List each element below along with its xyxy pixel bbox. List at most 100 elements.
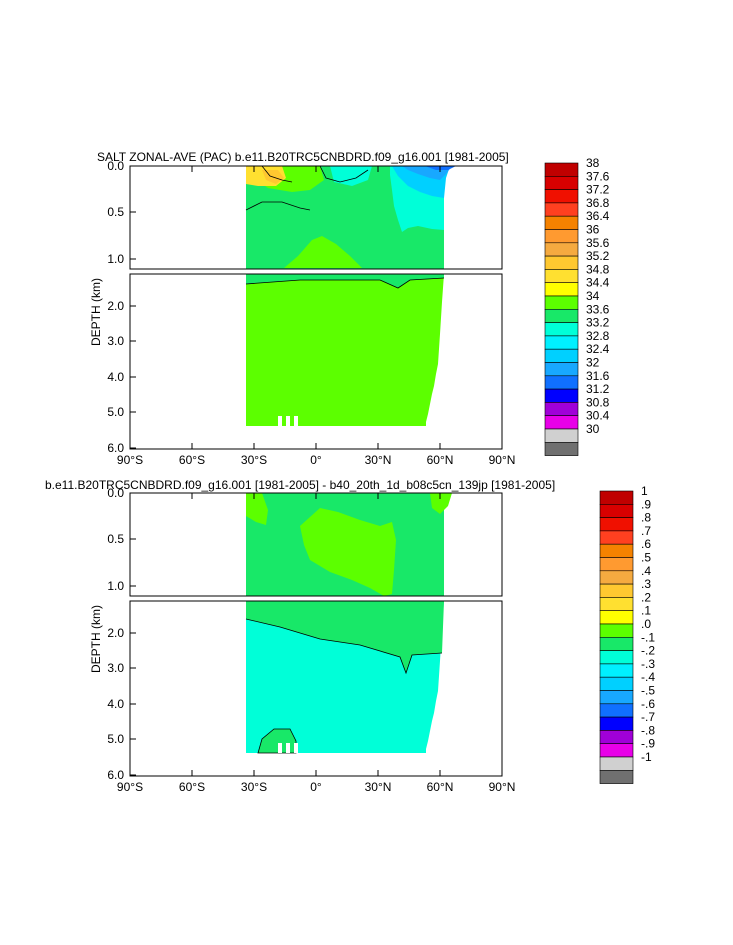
- y-tick-label: 0.0: [107, 159, 124, 173]
- panel2-x-ticks: 90°S 60°S 30°S 0° 30°N 60°N 90°N: [117, 493, 515, 794]
- x-tick-label: 90°N: [489, 780, 516, 794]
- colorbar-swatch: [599, 716, 634, 731]
- colorbar-label: 33.6: [586, 302, 610, 316]
- x-tick-label: 60°N: [427, 780, 454, 794]
- panel1-colorbar: 3837.637.236.836.43635.635.234.834.43433…: [544, 156, 610, 456]
- panel1-upper-fills: [245, 165, 456, 269]
- colorbar-label: 32.4: [586, 342, 610, 356]
- colorbar-label: 35.2: [586, 249, 610, 263]
- colorbar-swatch: [544, 335, 579, 350]
- colorbar-label: 35.6: [586, 236, 610, 250]
- colorbar-label: 34.4: [586, 276, 610, 290]
- colorbar-label: .6: [641, 537, 651, 551]
- x-tick-label: 60°S: [179, 780, 205, 794]
- y-tick-label: 4.0: [107, 370, 124, 384]
- colorbar-label: 36.4: [586, 209, 610, 223]
- colorbar-label: -.2: [641, 644, 655, 658]
- panel1-lower-fills: [245, 274, 445, 426]
- panel1-title: SALT ZONAL-AVE (PAC) b.e11.B20TRC5CNBDRD…: [97, 150, 509, 164]
- x-tick-label: 60°N: [427, 453, 454, 467]
- bottom-gap-0: [278, 743, 282, 753]
- colorbar-swatch: [599, 610, 634, 625]
- panel2-ylabel: DEPTH (km): [89, 605, 103, 673]
- bottom-gap-1: [286, 743, 290, 753]
- colorbar-label: .1: [641, 604, 651, 618]
- panel1-ylabel: DEPTH (km): [89, 278, 103, 346]
- colorbar-swatch: [599, 636, 634, 651]
- colorbar-label: .2: [641, 590, 651, 604]
- lower-contour: [245, 618, 443, 675]
- lower-contour: [245, 277, 445, 289]
- panel2-y-ticks: 0.0 0.5 1.0 2.0 3.0 4.0 5.0 6.0: [107, 486, 136, 782]
- colorbar-label: .3: [641, 577, 651, 591]
- x-tick-label: 60°S: [179, 453, 205, 467]
- colorbar-swatch: [599, 597, 634, 612]
- x-tick-label: 30°N: [365, 453, 392, 467]
- colorbar-swatch: [544, 229, 579, 244]
- colorbar-swatch: [599, 650, 634, 665]
- colorbar-label: 37.6: [586, 169, 610, 183]
- y-tick-label: 3.0: [107, 334, 124, 348]
- colorbar-swatch: [599, 543, 634, 558]
- x-tick-label: 30°S: [241, 453, 267, 467]
- colorbar-label: 30.4: [586, 409, 610, 423]
- colorbar-swatch: [544, 441, 579, 456]
- colorbar-label: 33.2: [586, 316, 610, 330]
- colorbar-swatch: [544, 402, 579, 416]
- colorbar-swatch: [599, 663, 634, 678]
- colorbar-swatch: [544, 176, 579, 190]
- colorbar-swatch: [599, 730, 634, 745]
- lower-ocean-fill: [246, 274, 444, 426]
- colorbar-label: .7: [641, 524, 651, 538]
- colorbar-swatch: [599, 583, 634, 598]
- colorbar-swatch: [599, 490, 634, 505]
- bottom-gap-1: [286, 416, 290, 426]
- colorbar-swatch: [544, 295, 579, 310]
- y-tick-label: 0.5: [107, 532, 124, 546]
- lower-fill-34.0-band: [246, 274, 444, 288]
- colorbar-label: -.1: [641, 630, 655, 644]
- colorbar-swatch: [599, 756, 634, 771]
- colorbar-swatch: [599, 676, 634, 691]
- y-tick-label: 4.0: [107, 697, 124, 711]
- bottom-gap-2: [294, 743, 298, 753]
- colorbar-swatch: [599, 517, 634, 532]
- colorbar-swatch: [599, 769, 634, 784]
- x-tick-label: 0°: [310, 780, 322, 794]
- colorbar-label: .8: [641, 511, 651, 525]
- colorbar-label: -.7: [641, 710, 655, 724]
- x-tick-label: 30°S: [241, 780, 267, 794]
- colorbar-label: .0: [641, 617, 651, 631]
- colorbar-label: -1: [641, 750, 652, 764]
- colorbar-swatch: [544, 202, 579, 217]
- y-tick-label: 0.5: [107, 205, 124, 219]
- colorbar-swatch: [599, 743, 634, 758]
- x-tick-label: 90°N: [489, 453, 516, 467]
- colorbar-label: 34: [586, 289, 600, 303]
- panel1-x-ticks: 90°S 60°S 30°S 0° 30°N 60°N 90°N: [117, 166, 515, 467]
- colorbar-label: 32: [586, 356, 600, 370]
- colorbar-swatch: [544, 362, 579, 377]
- colorbar-swatch: [599, 557, 634, 572]
- y-tick-label: 5.0: [107, 732, 124, 746]
- colorbar-swatch: [544, 428, 579, 443]
- colorbar-label: -.6: [641, 697, 655, 711]
- colorbar-label: 1: [641, 484, 648, 498]
- colorbar-label: 36.8: [586, 196, 610, 210]
- panel2-lower-fills: [245, 601, 444, 754]
- colorbar-swatch: [544, 162, 579, 177]
- x-tick-label: 0°: [310, 453, 322, 467]
- y-tick-label: 2.0: [107, 299, 124, 313]
- colorbar-label: .5: [641, 551, 651, 565]
- colorbar-swatch: [599, 623, 634, 638]
- bottom-gap-0: [278, 416, 282, 426]
- colorbar-swatch: [599, 690, 634, 705]
- colorbar-label: -.5: [641, 684, 655, 698]
- panel1-y-ticks: 0.0 0.5 1.0 2.0 3.0 4.0 5.0 6.0: [107, 159, 136, 455]
- colorbar-swatch: [544, 348, 579, 363]
- colorbar-swatch: [599, 503, 634, 518]
- panel2-title: b.e11.B20TRC5CNBDRD.f09_g16.001 [1981-20…: [45, 478, 555, 492]
- y-tick-label: 6.0: [107, 441, 124, 455]
- colorbar-swatch: [544, 189, 579, 204]
